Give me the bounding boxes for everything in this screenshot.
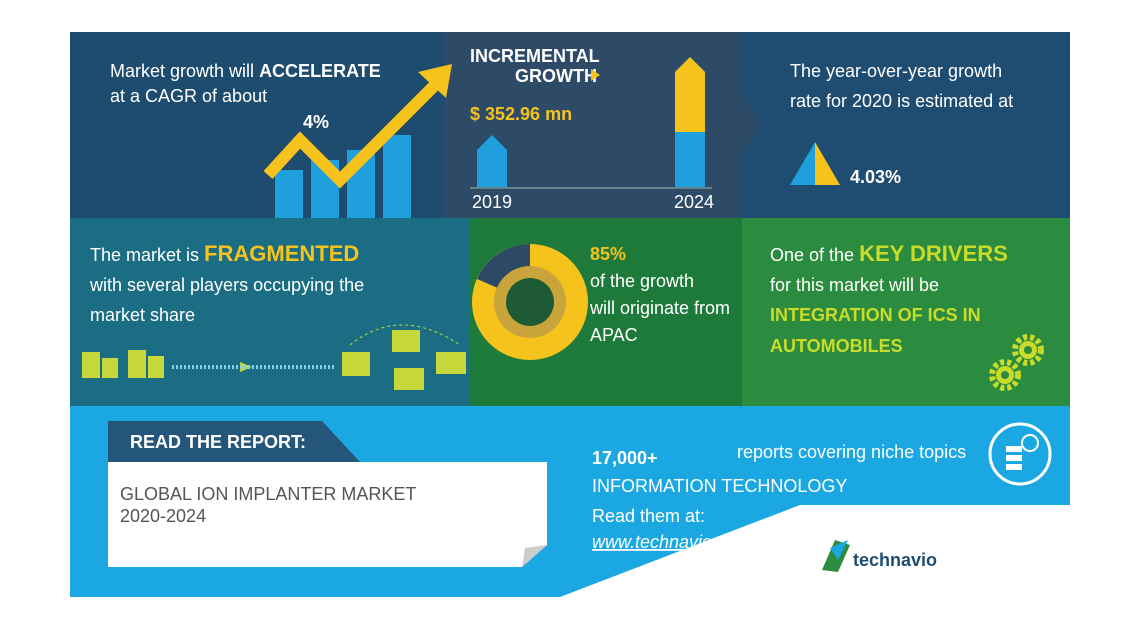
arrow [591,69,600,81]
count: 17,000+ [592,448,658,468]
growth-text: Market growth will ACCELERATE [110,61,381,81]
frag-text: The market is FRAGMENTED [90,241,359,266]
bar [477,135,507,187]
cagr: 4% [303,112,329,132]
pointer [742,95,760,155]
drivers-text: for this market will be [770,275,939,295]
driver: INTEGRATION OF ICS IN [770,305,981,325]
driver: AUTOMOBILES [770,336,903,356]
donut [472,244,588,360]
gears [989,334,1044,391]
text-span: FRAGMENTED [204,241,359,266]
fold [522,545,547,567]
text-span: KEY DRIVERS [859,241,1008,266]
panel [70,32,445,218]
buildings [82,330,466,390]
brand: technavio [853,550,937,570]
panel [742,32,1070,218]
tab-label: READ THE REPORT: [130,432,306,452]
icon [790,142,815,185]
bar [675,57,705,132]
title: INCREMENTAL [470,46,600,66]
year: 2024 [674,192,714,212]
text-span: Market growth will [110,61,254,81]
count-text: reports covering niche topics [737,442,966,462]
text-span: One of the [770,245,854,265]
url[interactable]: www.technavio.com [592,532,751,552]
logo-area [560,505,1070,597]
region-text: will originate from [589,298,730,318]
it-icon [988,422,1052,486]
text-span: ACCELERATE [259,61,381,81]
region-text: APAC [590,325,638,345]
icon [815,142,840,185]
category: INFORMATION TECHNOLOGY [592,476,847,496]
report-title: GLOBAL ION IMPLANTER MARKET [120,484,416,504]
year: 2019 [472,192,512,212]
rate: 4.03% [850,167,901,187]
yoy-text: The year-over-year growth [790,61,1002,81]
yoy-text: rate for 2020 is estimated at [790,91,1013,111]
read: Read them at: [592,506,705,526]
region-text: of the growth [590,271,694,291]
card [108,462,547,567]
report-period: 2020-2024 [120,506,206,526]
drivers-text: One of the KEY DRIVERS [770,241,1008,266]
share: 85% [590,244,626,264]
logo-mark [830,540,848,560]
growth-text: at a CAGR of about [110,86,267,106]
frag-text: market share [90,305,195,325]
tab [108,421,360,462]
growth-chart [263,64,452,218]
text-span: The market is [90,245,199,265]
frag-text: with several players occupying the [89,275,364,295]
connector [349,324,461,346]
title: GROWTH [515,66,597,86]
amount: $ 352.96 mn [470,104,572,124]
